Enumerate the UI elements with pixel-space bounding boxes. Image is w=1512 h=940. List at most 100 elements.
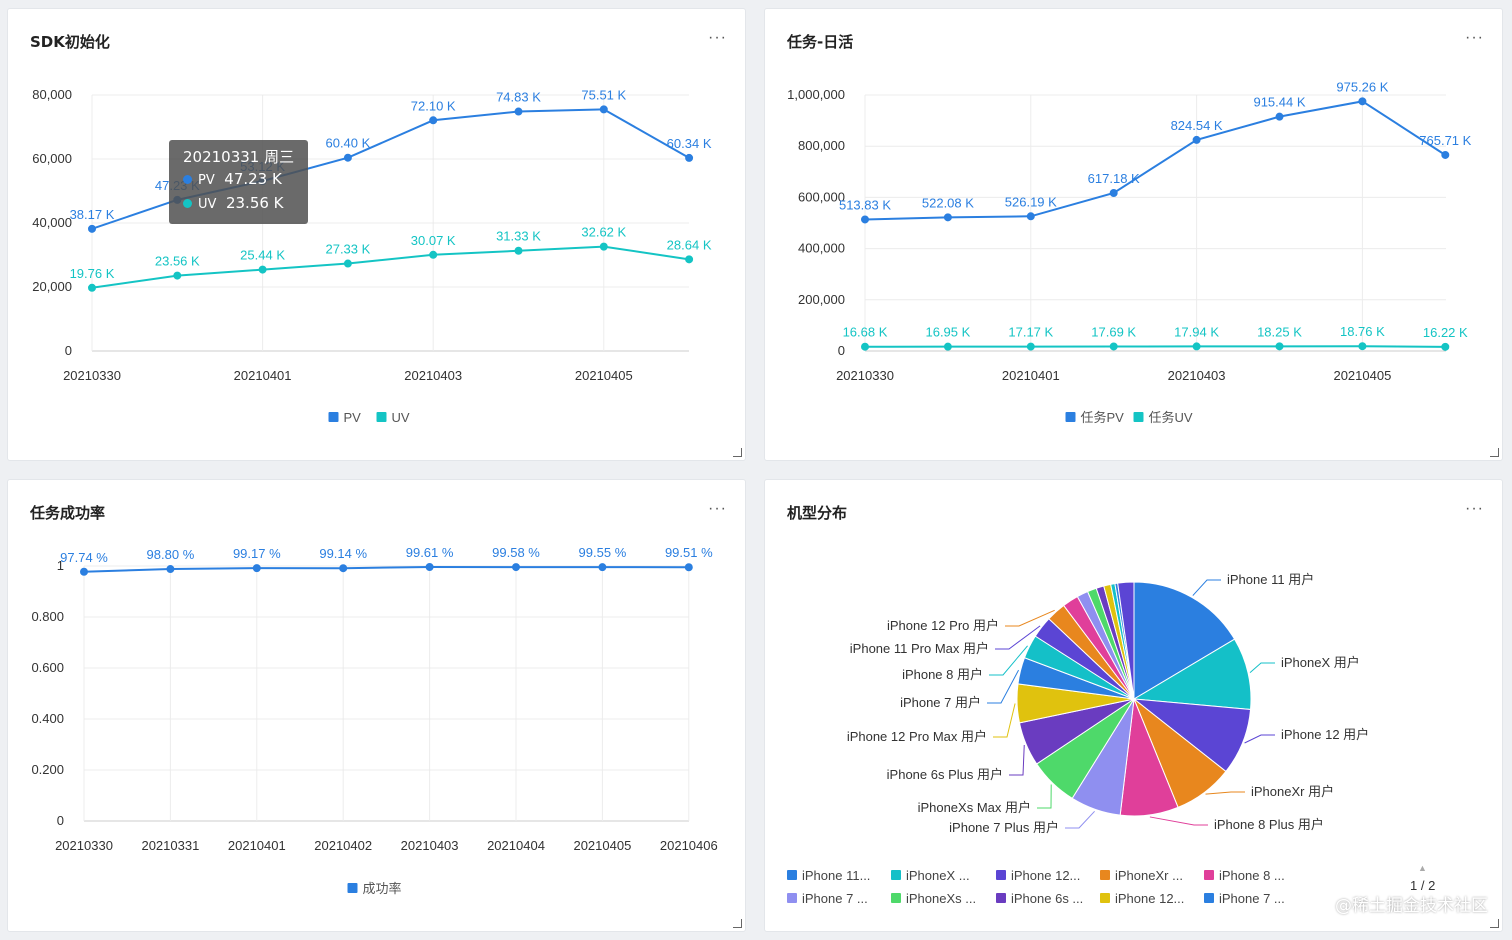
panel-task-active: 任务-日活 ··· 0 200,000 400,000 600,000 800,000 1…	[764, 8, 1503, 461]
data-point	[429, 116, 438, 125]
pie-label: iPhoneXr 用户	[1251, 784, 1334, 799]
series-line	[864, 100, 1446, 221]
x-tick-label: 20210330	[836, 368, 894, 383]
data-label: 18.25 K	[1257, 324, 1302, 339]
resize-handle[interactable]	[733, 448, 742, 457]
pie-leader-line	[995, 625, 1041, 650]
data-label: 23.56 K	[155, 254, 200, 269]
panel-sdk-init: SDK初始化 ··· 0 20,000 40,000 60,000 80,000 2021…	[7, 8, 746, 461]
data-point	[1275, 342, 1284, 351]
series-line	[864, 345, 1446, 348]
data-label: 617.18 K	[1088, 171, 1140, 186]
data-label: 30.07 K	[411, 233, 456, 248]
watermark: @稀土掘金技术社区	[1335, 896, 1488, 916]
pie-leader-line	[993, 703, 1016, 738]
legend-label: 成功率	[363, 881, 402, 896]
data-label: 60.34 K	[667, 136, 712, 151]
data-point	[599, 242, 608, 251]
legend-label: PV	[344, 410, 362, 425]
resize-handle[interactable]	[733, 919, 742, 928]
x-tick-label: 20210406	[660, 838, 718, 853]
uv-dot-icon	[183, 199, 192, 208]
data-label: 27.33 K	[325, 242, 370, 257]
y-tick-label: 0	[65, 343, 72, 358]
resize-handle[interactable]	[1490, 448, 1499, 457]
data-label: 99.14 %	[319, 546, 367, 561]
more-icon[interactable]: ···	[708, 29, 727, 46]
data-point	[343, 153, 352, 162]
data-point	[1026, 342, 1035, 351]
data-label: 31.33 K	[496, 229, 541, 244]
data-point	[1441, 150, 1450, 159]
more-icon[interactable]: ···	[708, 500, 727, 517]
panel-title: SDK初始化	[30, 33, 110, 51]
panel-model-distribution: 机型分布 ··· iPhone 11 用户 iPhoneX 用户 iPhone 12…	[764, 479, 1503, 932]
chart-sdk: 0 20,000 40,000 60,000 80,000 20210330 2021040…	[32, 87, 712, 425]
pie-leader-line	[989, 645, 1028, 676]
legend-swatch	[891, 893, 901, 903]
data-label: 72.10 K	[411, 98, 456, 113]
legend-label: iPhoneXs ...	[906, 891, 976, 906]
data-label: 28.64 K	[667, 237, 712, 252]
y-tick-label: 60,000	[32, 151, 72, 166]
data-label: 17.94 K	[1174, 324, 1219, 339]
more-icon[interactable]: ···	[1465, 29, 1484, 46]
chart-success: 0 0.200 0.400 0.600 0.800 1 20210330 20210331 20…	[31, 545, 718, 896]
x-tick-label: 20210404	[487, 838, 545, 853]
data-label: 99.55 %	[579, 545, 627, 560]
data-point	[343, 259, 352, 268]
pie-leader-line	[1192, 579, 1221, 596]
data-point	[1109, 342, 1118, 351]
legend-label: iPhoneX ...	[906, 868, 970, 883]
data-label: 915.44 K	[1253, 95, 1305, 110]
resize-handle[interactable]	[1490, 919, 1499, 928]
legend-swatch	[996, 870, 1006, 880]
data-label: 99.17 %	[233, 546, 281, 561]
pie-slice	[1132, 638, 1252, 711]
data-point	[80, 567, 88, 576]
data-point	[861, 342, 869, 351]
data-label: 526.19 K	[1005, 194, 1057, 209]
legend-page-up-icon[interactable]: ▲	[1418, 863, 1427, 873]
legend-label: iPhoneXr ...	[1115, 868, 1183, 883]
pie-label: iPhone 7 用户	[900, 695, 981, 710]
data-label: 16.95 K	[925, 325, 970, 340]
legend-label: iPhone 12...	[1011, 868, 1080, 883]
tooltip-uv-value: 23.56 K	[225, 194, 284, 212]
data-point	[514, 246, 523, 255]
legend-page-indicator: 1 / 2	[1410, 878, 1436, 893]
pie-leader-line	[1009, 744, 1025, 776]
y-tick-label: 0	[57, 813, 64, 828]
data-point	[1358, 97, 1367, 106]
pie-label: iPhoneXs Max 用户	[918, 800, 1031, 815]
pie-label: iPhone 12 Pro Max 用户	[847, 729, 987, 744]
pie-label: iPhone 12 用户	[1281, 727, 1369, 742]
legend-swatch	[1133, 412, 1144, 422]
legend-label: 任务UV	[1149, 410, 1193, 425]
pie-leader-line	[1005, 609, 1055, 627]
y-tick-label: 400,000	[798, 241, 845, 256]
more-icon[interactable]: ···	[1465, 500, 1484, 517]
y-tick-label: 1	[57, 558, 64, 573]
x-tick-label: 20210405	[1333, 368, 1391, 383]
legend-label: 任务PV	[1081, 410, 1125, 425]
data-point	[1441, 342, 1450, 351]
legend-swatch	[376, 412, 387, 422]
x-tick-label: 20210402	[314, 838, 372, 853]
legend-swatch	[996, 893, 1006, 903]
pie-label: iPhone 6s Plus 用户	[887, 767, 1003, 782]
panel-success-rate: 任务成功率 ··· 0 0.200 0.400 0.600 0.800 1 20210330…	[7, 479, 746, 932]
data-label: 16.22 K	[1423, 325, 1468, 340]
legend-swatch	[891, 870, 901, 880]
data-label: 513.83 K	[839, 197, 891, 212]
data-point	[173, 271, 182, 280]
y-tick-label: 800,000	[798, 138, 845, 153]
data-point	[861, 215, 869, 224]
y-tick-label: 0.200	[31, 762, 64, 777]
x-tick-label: 20210331	[141, 838, 199, 853]
y-tick-label: 200,000	[798, 292, 845, 307]
series-line	[83, 565, 689, 573]
y-tick-label: 40,000	[32, 215, 72, 230]
data-point	[1358, 342, 1367, 351]
data-label: 19.76 K	[70, 266, 115, 281]
